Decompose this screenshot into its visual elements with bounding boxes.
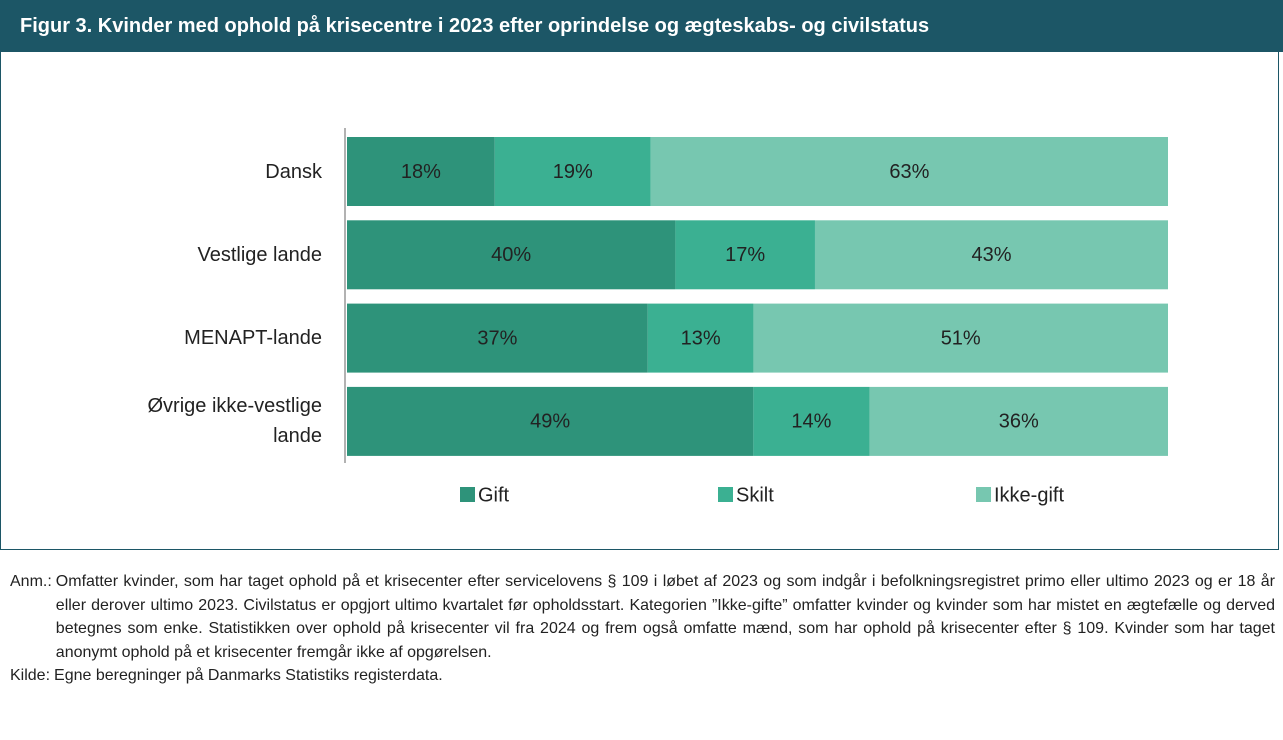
legend-swatch [460, 487, 475, 502]
data-label: 19% [553, 161, 593, 183]
note-text: Egne beregninger på Danmarks Statistiks … [54, 667, 443, 684]
data-label: 17% [725, 244, 765, 266]
data-label: 51% [941, 327, 981, 349]
chart: 18% 19% 63% 40% 17% 43% 37% 13% 51% 49% 14% 36% Gift… [344, 128, 1168, 506]
data-label: 13% [681, 327, 721, 349]
y-tick-label: Øvrige ikke-vestlige lande [147, 395, 322, 448]
y-tick-label: Dansk [265, 160, 322, 183]
bar [753, 303, 1168, 373]
bar [650, 137, 1168, 206]
data-label: 18% [401, 161, 441, 183]
y-tick-label: Vestlige lande [197, 243, 322, 266]
bar [753, 386, 870, 456]
bar [347, 220, 676, 290]
data-label: 63% [889, 161, 929, 183]
legend-label: Skilt [736, 484, 774, 506]
data-label: 49% [530, 411, 570, 433]
data-label: 36% [999, 411, 1039, 433]
data-label: 43% [971, 244, 1011, 266]
note-text: Omfatter kvinder, som har taget ophold p… [55, 573, 1275, 661]
legend-label: Ikke-gift [994, 484, 1064, 506]
bar [647, 303, 754, 373]
legend-swatch [718, 487, 733, 502]
note: Anm.: Omfatter kvinder, som har taget oph… [10, 570, 1275, 664]
bar [675, 220, 815, 290]
notes: Anm.: Omfatter kvinder, som har taget oph… [10, 570, 1275, 688]
bar [347, 137, 495, 206]
bar [814, 220, 1168, 290]
bar [347, 386, 754, 456]
data-label: 40% [491, 244, 531, 266]
note: Kilde: Egne beregninger på Danmarks Stati… [10, 664, 1275, 688]
chart-frame [0, 0, 1279, 550]
data-label: 37% [477, 327, 517, 349]
bar [869, 386, 1168, 456]
data-label: 14% [791, 411, 831, 433]
note-label: Kilde: [10, 667, 51, 684]
note-label: Anm.: [10, 573, 52, 590]
legend-label: Gift [478, 484, 510, 506]
legend-swatch [976, 487, 991, 502]
chart-title: Figur 3. Kvinder med ophold på krisecent… [0, 0, 1283, 52]
bar [494, 137, 651, 206]
bar [347, 303, 648, 373]
y-tick-label: MENAPT-lande [184, 327, 322, 350]
